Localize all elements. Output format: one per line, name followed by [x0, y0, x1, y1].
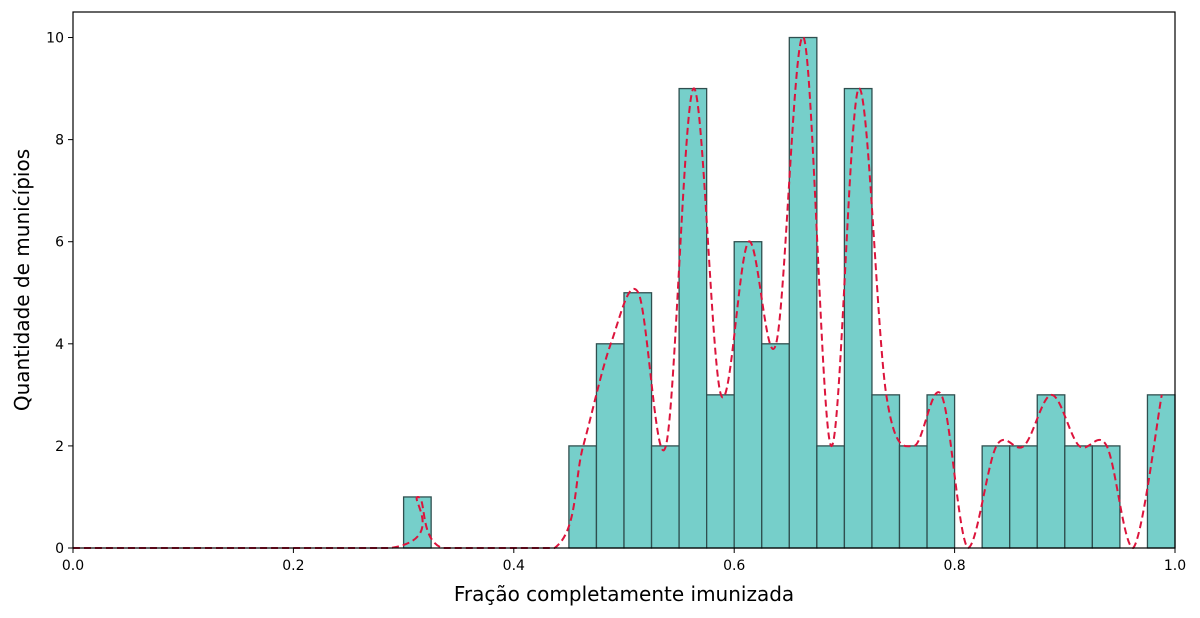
y-tick-label: 2: [55, 439, 64, 455]
histogram-bar-12: [871, 394, 901, 549]
histogram-bar-15: [981, 445, 1011, 549]
histogram-bar-8: [761, 343, 790, 549]
y-tick-label: 0: [55, 541, 64, 557]
x-tick-label: 0.8: [943, 558, 965, 574]
histogram-bar-3: [623, 292, 653, 549]
y-tick-label: 6: [55, 235, 64, 251]
histogram-bar-4: [650, 445, 680, 549]
histogram-bar-19: [1091, 445, 1121, 549]
histogram-bar-14: [926, 394, 956, 549]
x-tick-label: 0.6: [723, 558, 745, 574]
y-axis-ticks: 0 2 4 6 8 10: [46, 31, 73, 557]
histogram-bar-7: [733, 241, 763, 549]
histogram-bar-10: [816, 445, 846, 549]
histogram-bar-1: [568, 445, 598, 549]
histogram-bar-17: [1036, 394, 1066, 549]
y-tick-label: 4: [55, 337, 64, 353]
histogram-bar-5: [678, 87, 708, 549]
histogram-bar-9: [788, 36, 818, 549]
histogram-bar-18: [1064, 445, 1094, 549]
x-tick-label: 0.2: [282, 558, 304, 574]
histogram-bar-20: [1146, 394, 1176, 549]
y-tick-label: 10: [46, 31, 64, 47]
histogram-bar-13: [898, 445, 928, 549]
plot-frame: [72, 11, 1176, 549]
x-tick-label: 0.4: [503, 558, 525, 574]
x-axis-ticks: 0.0 0.2 0.4 0.6 0.8 1.0: [62, 548, 1186, 574]
histogram-bar-16: [1009, 445, 1038, 549]
x-tick-label: 1.0: [1164, 558, 1186, 574]
y-axis-label: Quantidade de municípios: [10, 149, 34, 411]
y-tick-label: 8: [55, 133, 64, 149]
histogram-bar-6: [706, 394, 735, 549]
curve-group: [72, 36, 1163, 550]
histogram-bar-11: [843, 87, 873, 549]
x-axis-label: Fração completamente imunizada: [454, 582, 794, 606]
histogram-bar-0: [402, 496, 432, 549]
x-tick-label: 0.0: [62, 558, 84, 574]
density-curve: [72, 36, 1163, 550]
bars-group: [402, 36, 1176, 549]
